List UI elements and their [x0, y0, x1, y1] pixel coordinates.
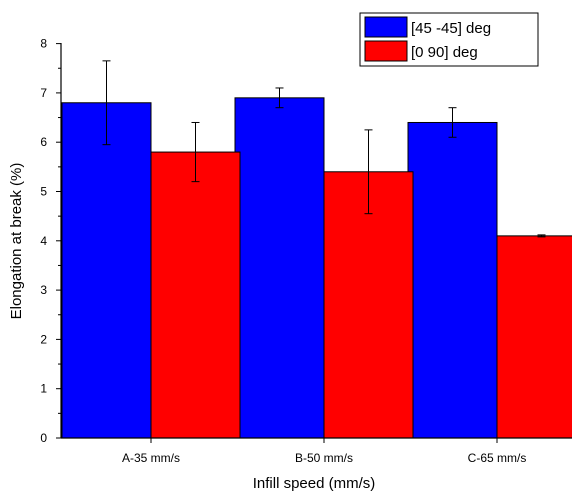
y-tick-label: 8 [40, 37, 47, 51]
bar-series-2-3 [496, 235, 572, 439]
x-tick-label: C-65 mm/s [468, 451, 527, 465]
bar-series-1-3 [407, 121, 498, 439]
y-ticks: 0 1 2 3 4 5 6 7 8 [40, 37, 61, 445]
y-tick-label: 2 [40, 332, 47, 346]
x-ticks: A-35 mm/s B-50 mm/s C-65 mm/s [122, 438, 526, 465]
bars-layer [61, 97, 572, 439]
legend-label-series-1: [45 -45] deg [411, 20, 491, 37]
bar-series-1-1 [61, 102, 152, 439]
y-tick-label: 5 [40, 185, 47, 199]
bar-series-2-2 [323, 171, 414, 439]
legend: [45 -45] deg [0 90] deg [359, 12, 539, 67]
bar-series-1-2 [234, 97, 325, 439]
x-tick-label: B-50 mm/s [295, 451, 353, 465]
y-tick-label: 3 [40, 283, 47, 297]
error-bars-layer [102, 60, 546, 238]
legend-swatch-series-1 [364, 16, 408, 38]
y-tick-label: 0 [40, 431, 47, 445]
x-axis-label: Infill speed (mm/s) [253, 475, 376, 492]
y-tick-label: 4 [40, 234, 47, 248]
y-tick-label: 1 [40, 382, 47, 396]
legend-swatch-series-2 [364, 40, 408, 62]
y-tick-label: 6 [40, 135, 47, 149]
y-tick-label: 7 [40, 86, 47, 100]
legend-label-series-2: [0 90] deg [411, 44, 478, 61]
x-tick-label: A-35 mm/s [122, 451, 180, 465]
bar-series-2-1 [150, 151, 241, 439]
y-axis-label: Elongation at break (%) [8, 163, 25, 320]
